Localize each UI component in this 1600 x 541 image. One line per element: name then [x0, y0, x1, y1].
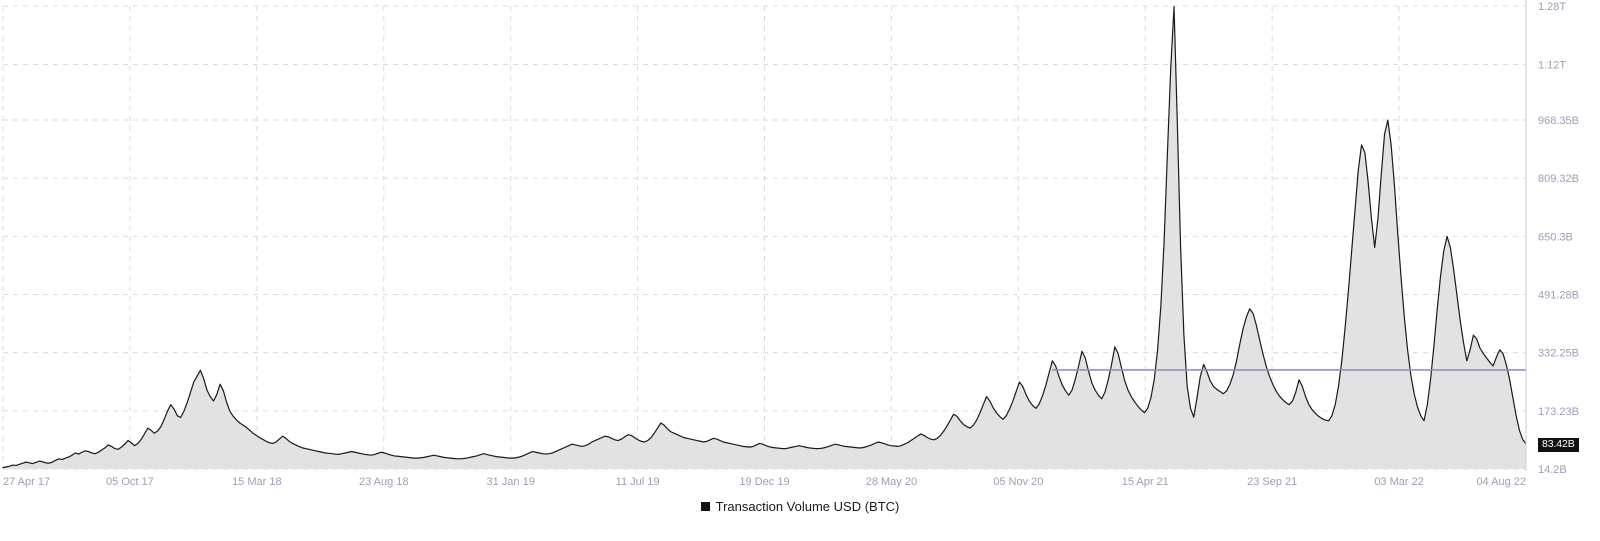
y-axis-tick-label: 332.25B: [1538, 348, 1579, 360]
area-fill: [3, 6, 1526, 469]
y-axis-tick-label: 173.23B: [1538, 406, 1579, 418]
y-axis-tick-label: 968.35B: [1538, 115, 1579, 127]
x-axis-tick-labels: 27 Apr 17 05 Oct 17 15 Mar 18 23 Aug 18 31 J…: [3, 476, 1526, 488]
x-axis-tick-label: 05 Oct 17: [106, 476, 154, 488]
legend-item[interactable]: Transaction Volume USD (BTC): [700, 499, 900, 514]
x-axis-tick-label: 28 May 20: [866, 476, 917, 488]
y-axis-tick-label: 809.32B: [1538, 173, 1579, 185]
series-line: [2, 6, 1527, 469]
x-axis-tick-label: 03 Mar 22: [1374, 476, 1424, 488]
x-axis-tick-label: 11 Jul 19: [616, 476, 660, 488]
y-axis-tick-label: 491.28B: [1538, 289, 1579, 301]
x-axis-tick-label: 27 Apr 17: [3, 476, 50, 488]
current-value-badge: 83.42B: [1538, 437, 1579, 452]
y-axis-tick-label: 1.28T: [1538, 1, 1566, 13]
y-axis-tick-label: 1.12T: [1538, 60, 1566, 72]
x-axis-tick-label: 23 Aug 18: [359, 476, 409, 488]
y-axis-tick-labels: 14.2B 173.23B 332.25B 491.28B 650.3B 809.32B 9…: [1538, 1, 1579, 476]
x-axis-tick-label: 19 Dec 19: [739, 476, 789, 488]
x-axis-tick-label: 15 Apr 21: [1122, 476, 1169, 488]
x-axis-tick-label: 05 Nov 20: [993, 476, 1043, 488]
legend-swatch-icon: [700, 502, 710, 511]
chart-legend: Transaction Volume USD (BTC): [0, 498, 1600, 516]
y-axis-tick-label: 650.3B: [1538, 231, 1573, 243]
x-axis-tick-label: 23 Sep 21: [1247, 476, 1297, 488]
x-axis-tick-label: 15 Mar 18: [232, 476, 282, 488]
x-axis-tick-label: 04 Aug 22: [1476, 476, 1526, 488]
x-axis-tick-label: 31 Jan 19: [487, 476, 535, 488]
legend-item-label: Transaction Volume USD (BTC): [715, 499, 900, 514]
y-axis-tick-label: 14.2B: [1538, 464, 1567, 476]
